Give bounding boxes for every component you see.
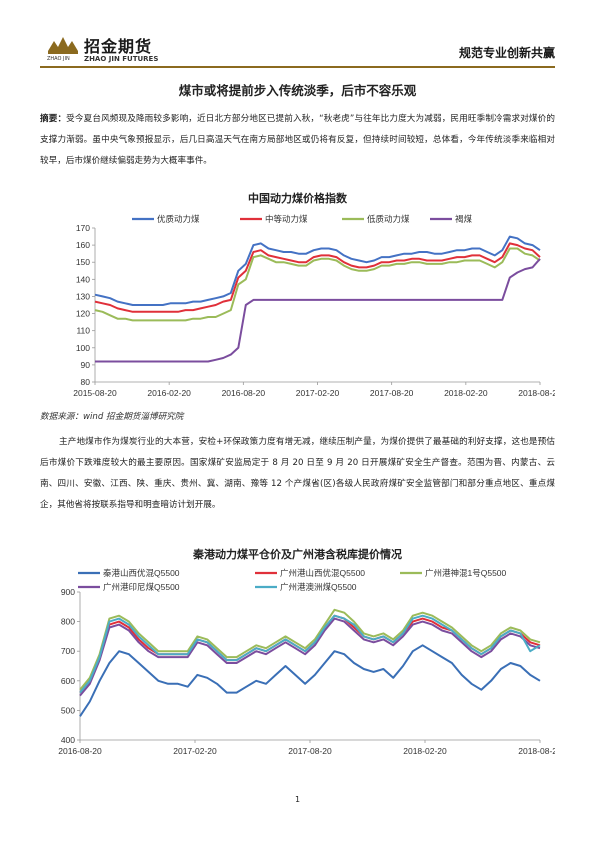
summary-text: 受今夏台风频现及降雨较多影响，近日北方部分地区已提前入秋，“秋老虎”与往年比力度… bbox=[40, 114, 555, 166]
summary-paragraph: 摘要：受今夏台风频现及降雨较多影响，近日北方部分地区已提前入秋，“秋老虎”与往年… bbox=[40, 109, 555, 172]
series-line bbox=[79, 608, 541, 691]
series-line bbox=[94, 235, 541, 306]
legend-label: 秦港山西优混Q5500 bbox=[103, 568, 180, 578]
x-tick-label: 2017-08-20 bbox=[370, 388, 414, 398]
legend-label: 广州港山西优混Q5500 bbox=[280, 568, 365, 578]
x-tick-label: 2016-08-20 bbox=[58, 746, 102, 756]
x-tick-label: 2015-08-20 bbox=[73, 388, 117, 398]
y-tick-label: 120 bbox=[76, 309, 90, 319]
chart-title: 秦港动力煤平仓价及广州港含税库提价情况 bbox=[192, 547, 402, 561]
body-paragraph: 主产地煤市作为煤炭行业的大本营，安检+环保政策力度有增无减，继续压制产量，为煤价… bbox=[40, 437, 555, 510]
y-tick-label: 140 bbox=[76, 274, 90, 284]
y-tick-label: 80 bbox=[81, 377, 91, 387]
y-tick-label: 700 bbox=[61, 646, 75, 656]
legend-label: 广州港神混1号Q5500 bbox=[425, 568, 507, 578]
y-tick-label: 900 bbox=[61, 587, 75, 597]
series-line bbox=[79, 644, 541, 717]
logo-emblem-icon bbox=[48, 37, 78, 54]
y-tick-label: 90 bbox=[81, 360, 91, 370]
logo-pinyin: ZHAO JIN bbox=[47, 56, 70, 62]
series-line bbox=[94, 247, 541, 322]
legend-label: 广州港印尼煤Q5500 bbox=[103, 582, 180, 592]
chart-title: 中国动力煤价格指数 bbox=[248, 191, 348, 205]
y-tick-label: 500 bbox=[61, 705, 75, 715]
page-number: 1 bbox=[294, 795, 301, 804]
x-tick-label: 2018-02-20 bbox=[403, 746, 447, 756]
x-tick-label: 2017-02-20 bbox=[173, 746, 217, 756]
y-tick-label: 110 bbox=[76, 326, 90, 336]
legend-label: 中等动力煤 bbox=[265, 214, 308, 224]
logo-text: 招金期货 bbox=[84, 37, 153, 56]
series-line bbox=[79, 617, 541, 697]
y-tick-label: 400 bbox=[61, 735, 75, 745]
x-tick-label: 2018-08-20 bbox=[518, 388, 555, 398]
document-title: 煤市或将提前步入传统淡季，后市不容乐观 bbox=[178, 83, 417, 98]
header-slogan: 规范专业创新共赢 bbox=[458, 46, 555, 60]
data-source-note: 数据来源：wind 招金期货淄博研究院 bbox=[40, 412, 184, 422]
x-tick-label: 2016-08-20 bbox=[222, 388, 266, 398]
header-divider bbox=[40, 66, 555, 68]
y-tick-label: 100 bbox=[76, 343, 90, 353]
legend-label: 广州港澳洲煤Q5500 bbox=[280, 582, 357, 592]
series-line bbox=[95, 258, 541, 363]
series-line bbox=[94, 242, 541, 313]
series-line bbox=[79, 614, 541, 694]
x-tick-label: 2018-08-20 bbox=[518, 746, 555, 756]
y-tick-label: 130 bbox=[76, 291, 90, 301]
y-tick-label: 150 bbox=[76, 257, 90, 267]
series-line bbox=[79, 614, 541, 694]
legend-label: 优质动力煤 bbox=[157, 214, 200, 224]
x-tick-label: 2017-02-20 bbox=[296, 388, 340, 398]
x-tick-label: 2016-02-20 bbox=[147, 388, 191, 398]
y-tick-label: 170 bbox=[76, 223, 90, 233]
x-tick-label: 2018-02-20 bbox=[444, 388, 488, 398]
legend-label: 褐煤 bbox=[455, 214, 473, 224]
y-tick-label: 600 bbox=[61, 676, 75, 686]
summary-label: 摘要： bbox=[40, 114, 67, 124]
y-tick-label: 800 bbox=[61, 617, 75, 627]
y-tick-label: 160 bbox=[76, 240, 90, 250]
logo-english: ZHAO JIN FUTURES bbox=[84, 55, 159, 63]
x-tick-label: 2017-08-20 bbox=[288, 746, 332, 756]
legend-label: 低质动力煤 bbox=[367, 214, 410, 224]
